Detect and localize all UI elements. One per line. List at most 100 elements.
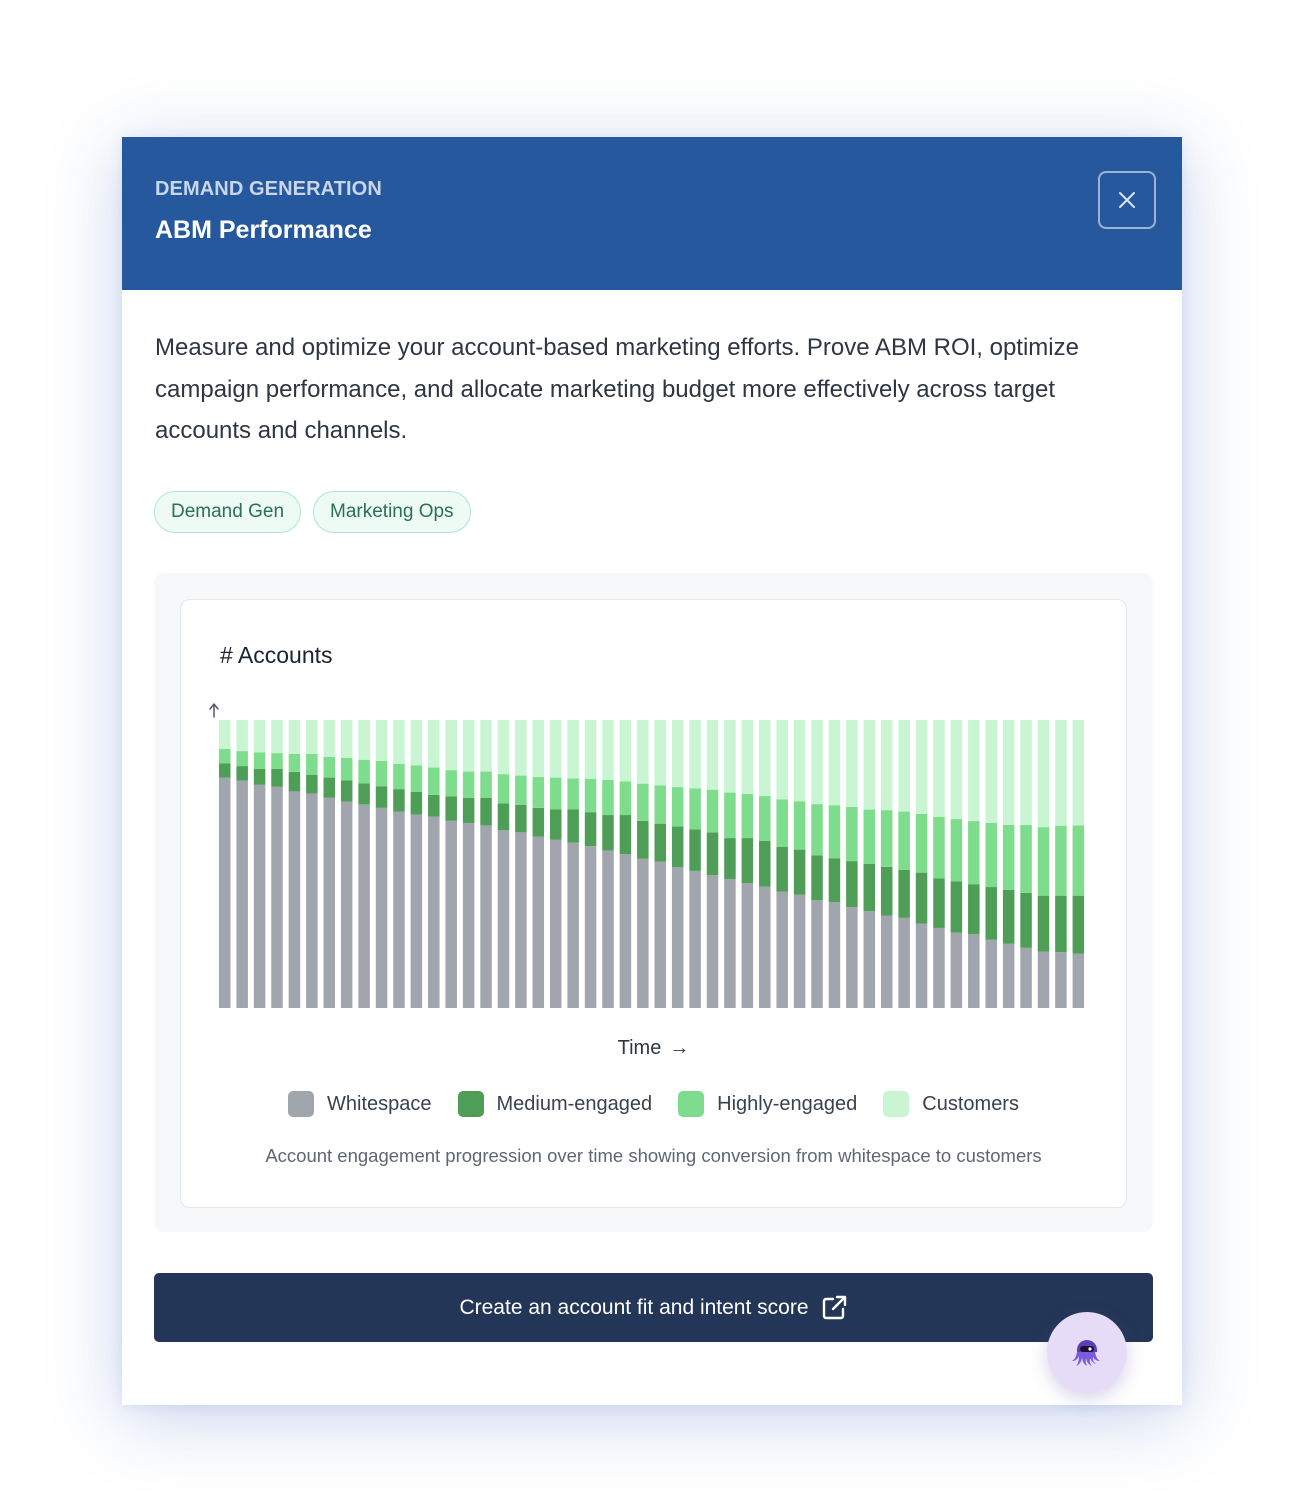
external-link-icon: [822, 1295, 846, 1320]
create-score-button[interactable]: Create an account fit and intent score: [154, 1273, 1153, 1342]
create-score-label: Create an account fit and intent score: [459, 1295, 809, 1319]
bar-segment-highly-engaged-20: [549, 777, 562, 810]
bar-segment-highly-engaged-7: [323, 756, 336, 778]
bar-segment-medium-engaged-27: [671, 826, 684, 868]
bar-segment-medium-engaged-18: [515, 804, 527, 833]
bar-segment-whitespace-47: [1020, 947, 1032, 1008]
bar-segment-customers-40: [898, 720, 910, 812]
bar-segment-customers-7: [323, 720, 336, 757]
bar-segment-customers-35: [811, 720, 823, 805]
bar-segment-medium-engaged-5: [288, 771, 301, 792]
bar-segment-customers-50: [1072, 720, 1085, 826]
bar-segment-customers-15: [462, 720, 475, 772]
bar-segment-medium-engaged-47: [1020, 892, 1032, 948]
bar-segment-whitespace-13: [428, 816, 440, 1008]
legend-swatch-whitespace: [288, 1091, 315, 1117]
stacked-bar-chart: [209, 703, 1085, 1008]
bar-segment-whitespace-27: [671, 867, 684, 1008]
arrow-right-icon: →: [669, 1037, 690, 1059]
legend-label-medium-engaged: Medium-engaged: [496, 1092, 653, 1115]
bar-segment-customers-3: [253, 720, 266, 753]
close-icon: [1119, 192, 1135, 208]
bar-segment-customers-28: [689, 720, 701, 789]
bar-segment-highly-engaged-23: [602, 779, 614, 816]
bar-segment-whitespace-22: [584, 846, 597, 1008]
bar-segment-highly-engaged-24: [619, 781, 632, 816]
bar-segment-highly-engaged-47: [1020, 824, 1032, 893]
bar-segment-whitespace-10: [375, 807, 388, 1008]
bar-segment-medium-engaged-40: [898, 869, 910, 918]
bar-segment-medium-engaged-12: [410, 792, 423, 815]
bar-segment-medium-engaged-11: [393, 789, 405, 812]
bar-segment-whitespace-31: [741, 883, 754, 1008]
legend-label-customers: Customers: [922, 1092, 1019, 1115]
tag-marketing-ops[interactable]: Marketing Ops: [313, 491, 471, 533]
bar-segment-highly-engaged-28: [689, 788, 701, 830]
bar-segment-highly-engaged-10: [375, 760, 388, 787]
bar-segment-whitespace-28: [689, 870, 701, 1008]
bar-segment-highly-engaged-27: [671, 787, 684, 827]
chart-caption: Account engagement progression over time…: [265, 1145, 1042, 1166]
bar-segment-medium-engaged-32: [759, 840, 771, 887]
bar-segment-whitespace-33: [776, 891, 788, 1008]
bar-segment-highly-engaged-44: [968, 821, 980, 885]
category-eyebrow: DEMAND GENERATION: [155, 178, 382, 200]
bar-segment-medium-engaged-4: [271, 768, 283, 787]
bar-segment-highly-engaged-2: [236, 751, 248, 767]
bar-segment-customers-24: [619, 720, 632, 782]
bar-segment-customers-22: [584, 720, 597, 780]
bar-segment-medium-engaged-38: [863, 864, 876, 912]
bar-segment-medium-engaged-19: [532, 807, 545, 837]
bar-segment-whitespace-23: [602, 850, 614, 1008]
bar-segment-medium-engaged-9: [358, 783, 370, 805]
bar-segment-customers-18: [515, 720, 527, 776]
bar-segment-medium-engaged-7: [323, 777, 336, 798]
bar-segment-medium-engaged-35: [811, 855, 823, 901]
bar-segment-customers-10: [375, 720, 388, 761]
bar-segment-highly-engaged-17: [497, 774, 510, 804]
bar-segment-customers-1: [219, 720, 231, 749]
bar-segment-highly-engaged-43: [950, 819, 963, 882]
bar-segment-whitespace-34: [793, 894, 806, 1008]
bar-segment-customers-42: [933, 720, 945, 817]
bar-segment-whitespace-7: [323, 797, 336, 1008]
bar-segment-medium-engaged-39: [880, 866, 893, 916]
bar-segment-whitespace-12: [410, 814, 423, 1008]
tag-list: Demand Gen Marketing Ops: [154, 491, 471, 533]
assistant-chat-button[interactable]: [1047, 1312, 1127, 1392]
bar-segment-highly-engaged-9: [358, 759, 370, 784]
bar-segment-medium-engaged-46: [1002, 889, 1015, 944]
x-axis-label: Time →: [181, 1037, 1126, 1060]
bar-segment-customers-16: [480, 720, 492, 772]
bar-segment-whitespace-44: [968, 933, 980, 1008]
bar-segment-whitespace-48: [1037, 951, 1050, 1008]
bar-segment-whitespace-9: [358, 804, 370, 1008]
bar-segment-customers-38: [863, 720, 876, 810]
bar-segment-medium-engaged-20: [549, 809, 562, 840]
bar-segment-customers-45: [985, 720, 997, 823]
tag-demand-gen[interactable]: Demand Gen: [154, 491, 302, 533]
close-button[interactable]: [1098, 171, 1156, 229]
bar-segment-highly-engaged-18: [515, 775, 527, 805]
legend-swatch-medium-engaged: [457, 1091, 484, 1117]
bar-segment-highly-engaged-14: [445, 770, 457, 797]
bar-segment-medium-engaged-26: [654, 823, 666, 862]
bar-segment-highly-engaged-5: [288, 753, 301, 772]
bar-segment-customers-17: [497, 720, 510, 775]
bar-segment-whitespace-15: [462, 823, 475, 1008]
bar-segment-highly-engaged-30: [724, 792, 736, 839]
bar-segment-medium-engaged-34: [793, 849, 806, 895]
bar-segment-customers-47: [1020, 720, 1032, 825]
bar-segment-whitespace-16: [480, 825, 492, 1008]
bar-segment-highly-engaged-13: [428, 767, 440, 795]
bar-segment-medium-engaged-10: [375, 786, 388, 808]
bar-segment-whitespace-38: [863, 911, 876, 1008]
bar-segment-highly-engaged-1: [219, 748, 231, 764]
bar-segment-whitespace-3: [253, 784, 266, 1008]
bar-segment-highly-engaged-6: [306, 753, 318, 775]
bar-segment-whitespace-14: [445, 820, 457, 1008]
bar-segment-medium-engaged-36: [828, 858, 841, 903]
bar-segment-highly-engaged-4: [271, 753, 283, 769]
bar-segment-highly-engaged-41: [915, 813, 928, 873]
bar-segment-highly-engaged-38: [863, 809, 876, 864]
